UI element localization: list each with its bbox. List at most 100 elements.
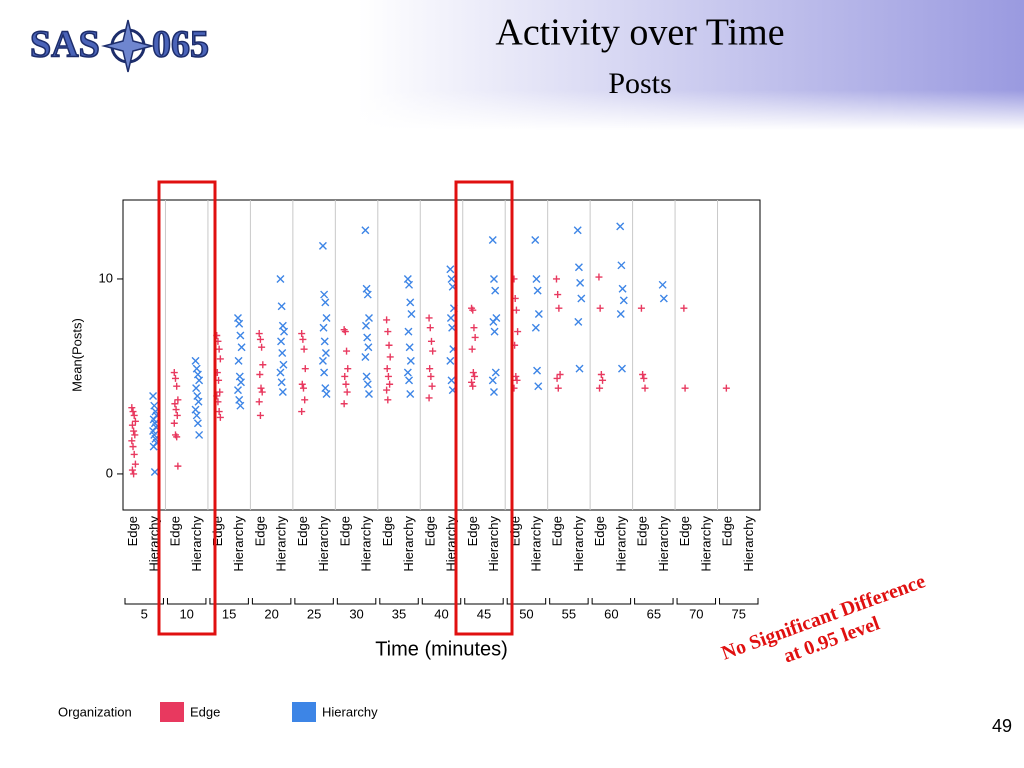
y-tick-label: 0	[106, 465, 113, 480]
point	[131, 460, 139, 468]
point	[386, 353, 394, 361]
point	[192, 364, 201, 373]
point	[681, 384, 689, 392]
point	[278, 349, 287, 358]
group-bracket	[676, 598, 717, 605]
point	[405, 280, 414, 289]
point	[321, 298, 330, 307]
point	[174, 396, 182, 404]
x-sub-label: Hierarchy	[656, 516, 671, 572]
point	[641, 384, 649, 392]
point	[237, 343, 246, 352]
x-tick-label: 30	[349, 606, 363, 621]
slide-title: Activity over Time	[495, 12, 784, 54]
point	[299, 384, 307, 392]
x-tick-label: 50	[519, 606, 533, 621]
group-bracket	[506, 598, 547, 605]
point	[574, 317, 583, 326]
y-tick-label: 10	[99, 270, 113, 285]
point	[637, 304, 645, 312]
point	[170, 369, 178, 377]
point	[215, 345, 223, 353]
group-bracket	[251, 598, 292, 605]
point	[150, 467, 159, 476]
point	[277, 337, 286, 346]
x-sub-label: Edge	[592, 516, 607, 546]
point	[448, 323, 457, 332]
point	[427, 337, 435, 345]
point	[150, 401, 159, 410]
x-sub-label: Hierarchy	[359, 516, 374, 572]
group-bracket	[294, 598, 334, 605]
point	[639, 370, 647, 378]
x-tick-label: 75	[732, 606, 746, 621]
point	[384, 396, 392, 404]
point	[385, 341, 393, 349]
point	[531, 235, 540, 244]
point	[321, 349, 330, 358]
point	[554, 291, 562, 299]
point	[488, 376, 497, 385]
point	[640, 374, 648, 382]
point	[599, 376, 607, 384]
point	[233, 313, 242, 322]
point	[533, 366, 542, 375]
point	[321, 384, 330, 393]
point	[259, 361, 267, 369]
legend-swatch	[292, 702, 316, 722]
point	[195, 430, 204, 439]
point	[361, 321, 370, 330]
point	[405, 343, 414, 352]
x-tick-label: 65	[647, 606, 661, 621]
x-sub-label: Hierarchy	[698, 516, 713, 572]
x-tick-label: 15	[222, 606, 236, 621]
header-fade	[0, 90, 1024, 130]
point	[235, 372, 244, 381]
point	[491, 368, 500, 377]
point	[383, 365, 391, 373]
x-sub-label: Hierarchy	[528, 516, 543, 572]
x-tick-label: 35	[392, 606, 406, 621]
point	[363, 333, 372, 342]
point	[298, 330, 306, 338]
point	[131, 417, 139, 425]
point	[173, 433, 181, 441]
group-bracket	[421, 598, 462, 605]
point	[236, 401, 245, 410]
point	[428, 382, 436, 390]
x-sub-label: Edge	[720, 516, 735, 546]
point	[534, 382, 543, 391]
point	[301, 396, 309, 404]
point	[384, 328, 392, 336]
point	[362, 372, 371, 381]
x-sub-label: Edge	[168, 516, 183, 546]
point	[364, 343, 373, 352]
point	[255, 398, 263, 406]
point	[278, 388, 287, 397]
point	[130, 411, 138, 419]
group-bracket	[124, 598, 164, 605]
point	[429, 347, 437, 355]
point	[468, 345, 476, 353]
point	[192, 384, 201, 393]
group-bracket	[634, 598, 674, 605]
logo-right: 065	[152, 24, 209, 66]
point	[319, 323, 328, 332]
point	[386, 380, 394, 388]
point	[383, 316, 391, 324]
x-tick-label: 20	[264, 606, 278, 621]
point	[300, 345, 308, 353]
highlight-box	[157, 180, 217, 636]
x-sub-label: Hierarchy	[613, 516, 628, 572]
point	[514, 328, 522, 336]
point	[236, 378, 245, 387]
point	[280, 327, 289, 336]
point	[130, 427, 138, 435]
point	[406, 356, 415, 365]
point	[174, 462, 182, 470]
point	[577, 294, 586, 303]
point	[322, 313, 331, 322]
group-bracket	[549, 598, 589, 605]
point	[257, 384, 265, 392]
point	[216, 355, 224, 363]
